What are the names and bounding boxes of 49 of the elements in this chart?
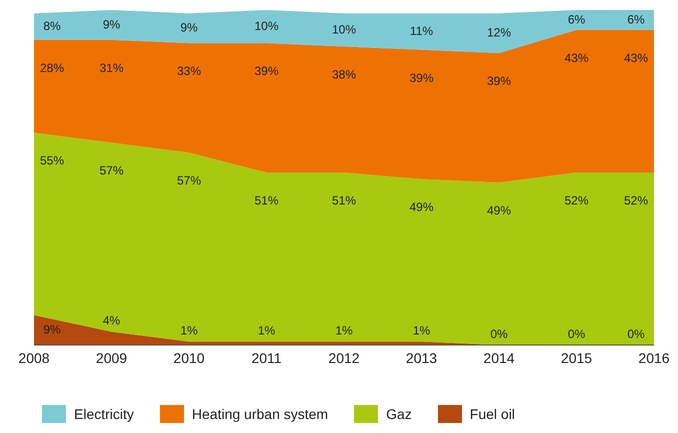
- data-label: 51%: [332, 194, 356, 208]
- x-tick-label: 2014: [483, 350, 515, 366]
- data-label: 57%: [176, 174, 202, 188]
- data-label: 9%: [102, 17, 120, 32]
- legend-label: Electricity: [74, 406, 134, 422]
- data-label: 39%: [254, 64, 279, 78]
- data-label: 38%: [332, 67, 356, 82]
- legend-label: Fuel oil: [470, 406, 515, 422]
- data-label: 1%: [412, 324, 430, 338]
- legend-label: Gaz: [386, 406, 412, 422]
- data-label: 6%: [568, 12, 586, 27]
- data-label: 9%: [180, 20, 198, 35]
- data-label: 4%: [102, 314, 120, 328]
- x-tick-label: 2015: [560, 350, 592, 366]
- x-tick-label: 2013: [406, 350, 438, 366]
- data-label: 8%: [43, 19, 61, 34]
- data-label: 0%: [568, 327, 586, 341]
- data-label: 33%: [176, 64, 202, 78]
- data-label: 51%: [254, 194, 279, 208]
- data-label: 1%: [180, 324, 198, 338]
- data-label: 9%: [43, 322, 61, 337]
- data-label: 57%: [99, 164, 124, 178]
- x-tick-label: 2012: [328, 350, 360, 366]
- data-label: 39%: [409, 70, 434, 85]
- x-tick-label: 2010: [173, 350, 205, 366]
- data-label: 28%: [40, 60, 64, 75]
- data-label: 43%: [624, 50, 648, 65]
- data-label: 49%: [486, 203, 512, 218]
- data-label: 49%: [409, 200, 434, 214]
- data-label: 31%: [99, 60, 124, 75]
- data-label: 52%: [564, 194, 589, 208]
- data-label: 1%: [335, 324, 353, 338]
- x-tick-label: 2011: [251, 350, 282, 366]
- legend-label: Heating urban system: [192, 406, 328, 422]
- data-label: 39%: [486, 74, 512, 88]
- data-label: 52%: [624, 194, 648, 208]
- data-label: 1%: [258, 324, 276, 338]
- data-label: 11%: [410, 24, 434, 38]
- x-tick-label: 2008: [18, 350, 50, 366]
- x-tick-label: 2016: [638, 350, 670, 366]
- data-label: 10%: [332, 22, 356, 36]
- data-label: 55%: [40, 154, 64, 168]
- data-label: 0%: [490, 327, 508, 341]
- data-label: 10%: [254, 18, 279, 33]
- data-label: 12%: [486, 26, 512, 40]
- x-tick-label: 2009: [96, 350, 128, 366]
- data-label: 0%: [627, 327, 645, 341]
- data-label: 43%: [564, 50, 589, 65]
- data-label: 6%: [627, 12, 645, 27]
